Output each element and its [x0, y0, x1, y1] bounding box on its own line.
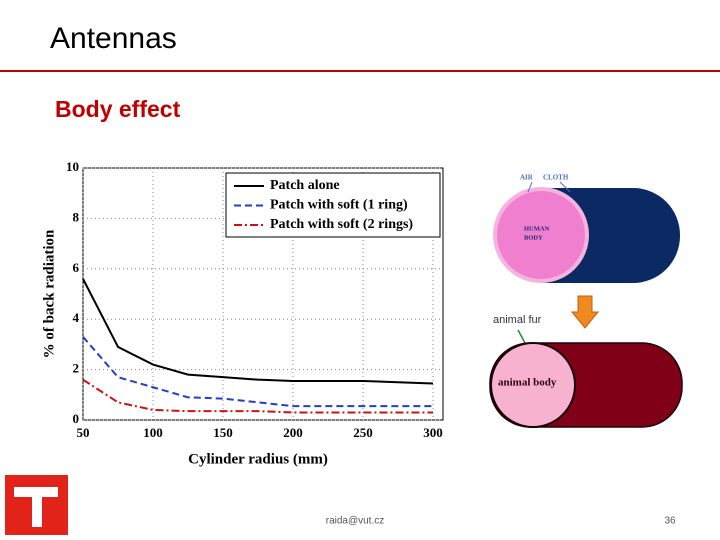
body-label: BODY [524, 234, 543, 241]
y-axis-label: % of back radiation [41, 229, 57, 358]
human-body [493, 187, 589, 283]
slide-subtitle: Body effect [55, 96, 181, 122]
y-tick-label: 2 [73, 361, 80, 376]
legend-label: Patch with soft (1 ring) [270, 198, 408, 213]
fur-pointer [517, 329, 526, 344]
fur-label: animal fur [493, 314, 542, 326]
series-line [82, 278, 434, 385]
x-axis-label: Cylinder radius (mm) [188, 451, 328, 467]
y-tick-label: 0 [73, 411, 80, 426]
y-tick-label: 10 [66, 159, 79, 174]
air-pointer [527, 181, 533, 193]
page-number: 36 [664, 516, 676, 527]
cloth-label: CLOTH [543, 174, 569, 182]
x-tick-label: 200 [283, 425, 303, 440]
logo-mark [14, 487, 58, 527]
slide-title: Antennas [50, 22, 177, 55]
legend-label: Patch with soft (2 rings) [270, 217, 413, 232]
legend-label: Patch alone [270, 178, 340, 193]
series-line [82, 378, 433, 414]
animal-body [490, 342, 576, 428]
x-tick-label: 150 [213, 425, 233, 440]
animal-body-label: animal body [498, 377, 557, 389]
x-tick-label: 100 [143, 425, 163, 440]
x-tick-label: 300 [423, 425, 443, 440]
air-label: AIR [520, 174, 534, 182]
body-label: HUMAN [524, 225, 550, 232]
y-tick-label: 8 [73, 209, 80, 224]
x-tick-label: 50 [77, 425, 90, 440]
footer-email: raida@vut.cz [326, 516, 385, 527]
down-arrow [570, 295, 600, 329]
series-line [82, 336, 433, 408]
chart: 0 2 4 6 8 10 50 100 150 200 250 300 Cylinder radius … [41, 159, 444, 467]
x-tick-label: 250 [353, 425, 373, 440]
cloth-pointer [559, 181, 571, 193]
y-tick-label: 4 [73, 310, 80, 325]
y-tick-label: 6 [73, 260, 80, 275]
